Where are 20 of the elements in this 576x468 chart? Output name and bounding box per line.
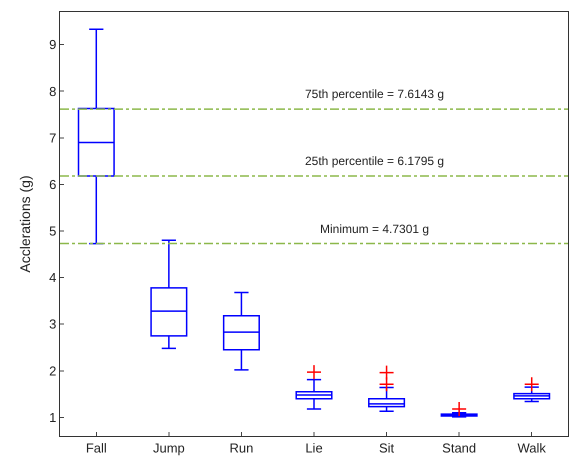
y-tick-label: 2 [49,363,56,378]
ref-line-label: 75th percentile = 7.6143 g [305,87,444,101]
y-tick-label: 8 [49,84,56,99]
y-tick-label: 5 [49,224,56,239]
y-tick-label: 4 [49,270,56,286]
y-tick-label: 1 [49,410,56,425]
x-tick-label: Stand [442,440,476,456]
y-tick-label: 9 [49,37,56,52]
ref-line-label: 25th percentile = 6.1795 g [305,154,444,168]
ref-line-label: Minimum = 4.7301 g [320,222,430,236]
x-tick-label: Walk [518,440,546,456]
x-tick-label: Sit [378,440,395,456]
x-tick-label: Lie [305,440,323,456]
y-tick-label: 3 [49,316,56,332]
y-tick-label: 6 [49,176,56,192]
x-tick-label: Jump [152,440,185,456]
y-tick-label: 7 [49,130,56,146]
x-tick-label: Fall [86,440,107,456]
y-axis-title: Acclerations (g) [16,175,33,273]
x-tick-label: Run [230,440,254,456]
